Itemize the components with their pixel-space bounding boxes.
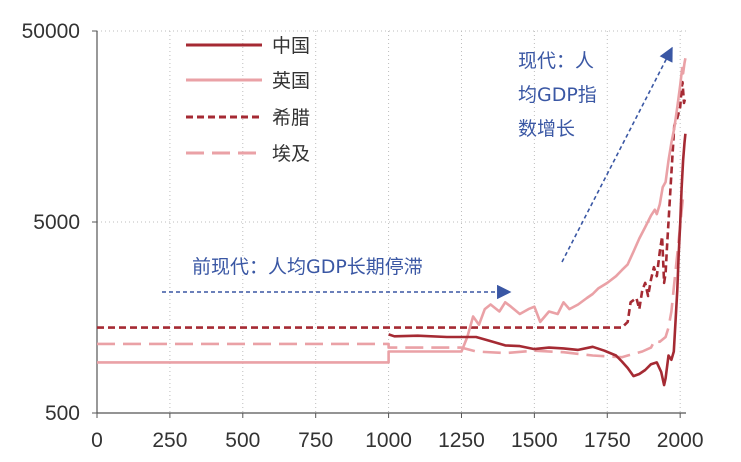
x-tick-label: 1750 (584, 429, 631, 452)
annotation-modern-arrow (561, 46, 673, 263)
x-axis-ticks: 0 250 500 750 1000 1250 1500 1750 2000 (91, 413, 704, 452)
series-uk-line (97, 57, 687, 364)
annotation-modern-line2: 均GDP指 (518, 84, 597, 106)
y-tick-label: 5000 (33, 211, 80, 234)
legend-label-uk: 英国 (272, 70, 310, 92)
x-tick-label: 0 (91, 429, 103, 452)
x-tick-label: 2000 (657, 429, 704, 452)
x-tick-label: 500 (225, 429, 260, 452)
annotations: 前现代：人均GDP长期停滞 现代：人 均GDP指 数增长 (162, 46, 673, 300)
x-tick-label: 1000 (365, 429, 412, 452)
legend-label-china: 中国 (272, 35, 310, 57)
legend-label-egypt: 埃及 (272, 143, 310, 165)
series-egypt-line (97, 191, 687, 359)
x-tick-label: 750 (298, 429, 333, 452)
series-china-line (388, 133, 687, 387)
x-tick-label: 1500 (511, 429, 558, 452)
y-axis-ticks: 500 5000 50000 (22, 20, 97, 425)
legend: 中国 英国 希腊 埃及 (186, 35, 310, 165)
series-greece-line (97, 80, 687, 329)
annotation-premodern: 前现代：人均GDP长期停滞 (192, 256, 423, 278)
legend-label-greece: 希腊 (272, 107, 310, 129)
annotation-modern-line1: 现代：人 (518, 50, 594, 72)
y-tick-label: 500 (45, 402, 80, 425)
series-lines (97, 57, 687, 387)
x-tick-label: 1250 (438, 429, 485, 452)
annotation-modern-line3: 数增长 (518, 118, 575, 140)
y-tick-label: 50000 (22, 20, 80, 43)
x-tick-label: 250 (152, 429, 187, 452)
